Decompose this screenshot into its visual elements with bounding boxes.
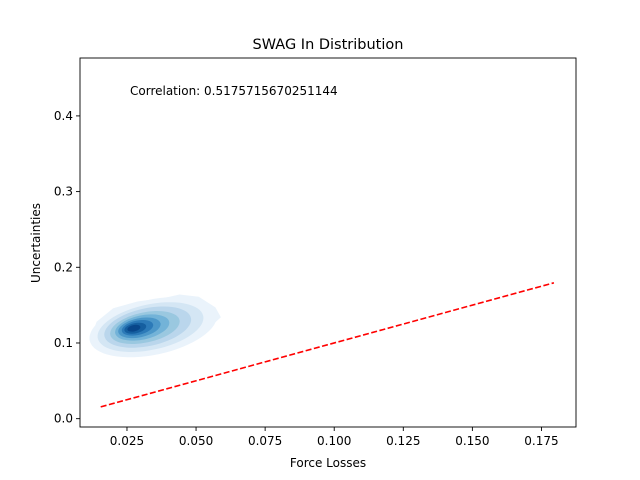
y-tick-label: 0.4 <box>54 109 73 123</box>
density-contours <box>89 294 221 358</box>
x-axis-ticks: 0.025 0.050 0.075 0.100 0.125 0.150 0.175 <box>110 427 559 448</box>
correlation-annotation: Correlation: 0.5175715670251144 <box>130 84 338 98</box>
x-tick-label: 0.025 <box>110 434 144 448</box>
y-tick-label: 0.1 <box>54 336 73 350</box>
plot-area <box>89 282 555 408</box>
x-tick-label: 0.100 <box>317 434 351 448</box>
y-tick-label: 0.0 <box>54 412 73 426</box>
x-tick-label: 0.125 <box>386 434 420 448</box>
x-tick-label: 0.050 <box>179 434 213 448</box>
plot-frame <box>79 57 577 428</box>
x-tick-label: 0.075 <box>248 434 282 448</box>
y-tick-label: 0.3 <box>54 185 73 199</box>
x-tick-label: 0.175 <box>524 434 558 448</box>
density-level-9 <box>127 324 141 332</box>
y-axis-ticks: 0.0 0.1 0.2 0.3 0.4 <box>54 109 80 426</box>
y-tick-label: 0.2 <box>54 260 73 274</box>
chart-title: SWAG In Distribution <box>253 37 404 53</box>
x-tick-label: 0.150 <box>455 434 489 448</box>
y-axis-label: Uncertainties <box>29 203 43 283</box>
reference-line <box>100 282 555 408</box>
x-axis-label: Force Losses <box>290 456 366 470</box>
